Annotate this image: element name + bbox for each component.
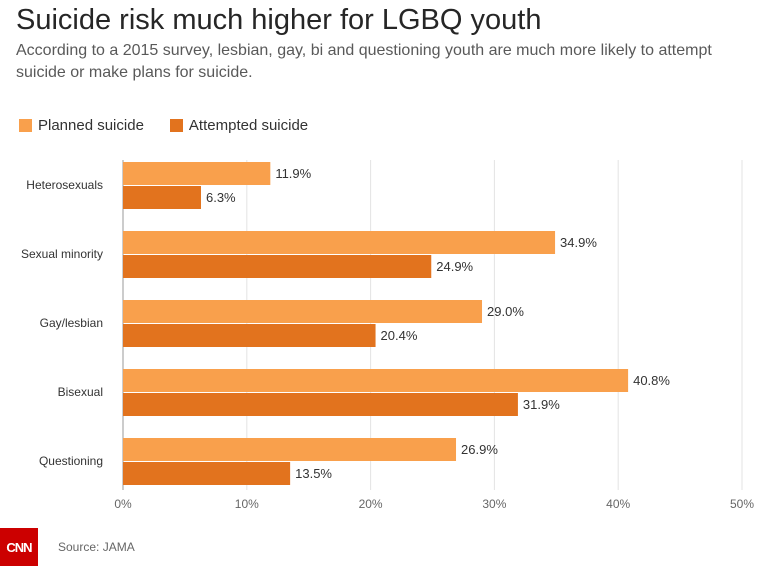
chart-title: Suicide risk much higher for LGBQ youth [16,4,542,36]
category-label: Heterosexuals [26,178,103,192]
cnn-logo: CNN [0,528,38,566]
category-label: Sexual minority [21,247,103,261]
bar-value-label: 13.5% [295,466,332,481]
bar [123,438,457,461]
category-label: Gay/lesbian [40,316,103,330]
category-label: Questioning [39,454,103,468]
x-tick-label: 30% [482,497,506,511]
bar-chart: 0% 10% 20% 30% 40% 50% Heterosexuals 11.9% 6.3% S… [21,160,754,511]
bar-value-label: 31.9% [523,397,560,412]
bar-value-label: 40.8% [633,373,670,388]
bar [123,462,291,485]
legend-item-attempted: Attempted suicide [169,117,309,134]
legend-swatch-planned [19,119,32,132]
x-tick-label: 20% [359,497,383,511]
x-tick-label: 10% [235,497,259,511]
footer: CNN Source: JAMA [0,528,135,566]
bar [123,255,432,278]
bar [123,162,271,185]
bar-value-label: 24.9% [436,259,473,274]
legend-label-attempted: Attempted suicide [188,117,309,134]
bar [123,324,376,347]
bar [123,300,483,323]
bar-value-label: 34.9% [560,235,597,250]
x-tick-label: 0% [114,497,132,511]
bar-value-label: 11.9% [275,166,311,181]
bar [123,393,518,416]
legend-swatch-attempted [169,119,183,132]
bar-value-label: 26.9% [461,442,498,457]
x-tick-label: 40% [606,497,630,511]
source-note: Source: JAMA [58,540,135,554]
bar [123,186,201,209]
chart-subtitle: According to a 2015 survey, lesbian, gay… [16,42,712,81]
legend-item-planned: Planned suicide [19,117,144,134]
bar [123,231,556,254]
bar-value-label: 29.0% [487,304,524,319]
bar-value-label: 6.3% [206,190,236,205]
x-tick-label: 50% [730,497,754,511]
bar-value-label: 20.4% [381,328,418,343]
legend-label-planned: Planned suicide [38,117,144,134]
bar [123,369,629,392]
category-label: Bisexual [58,385,103,399]
legend: Planned suicide Attempted suicide [19,117,334,134]
